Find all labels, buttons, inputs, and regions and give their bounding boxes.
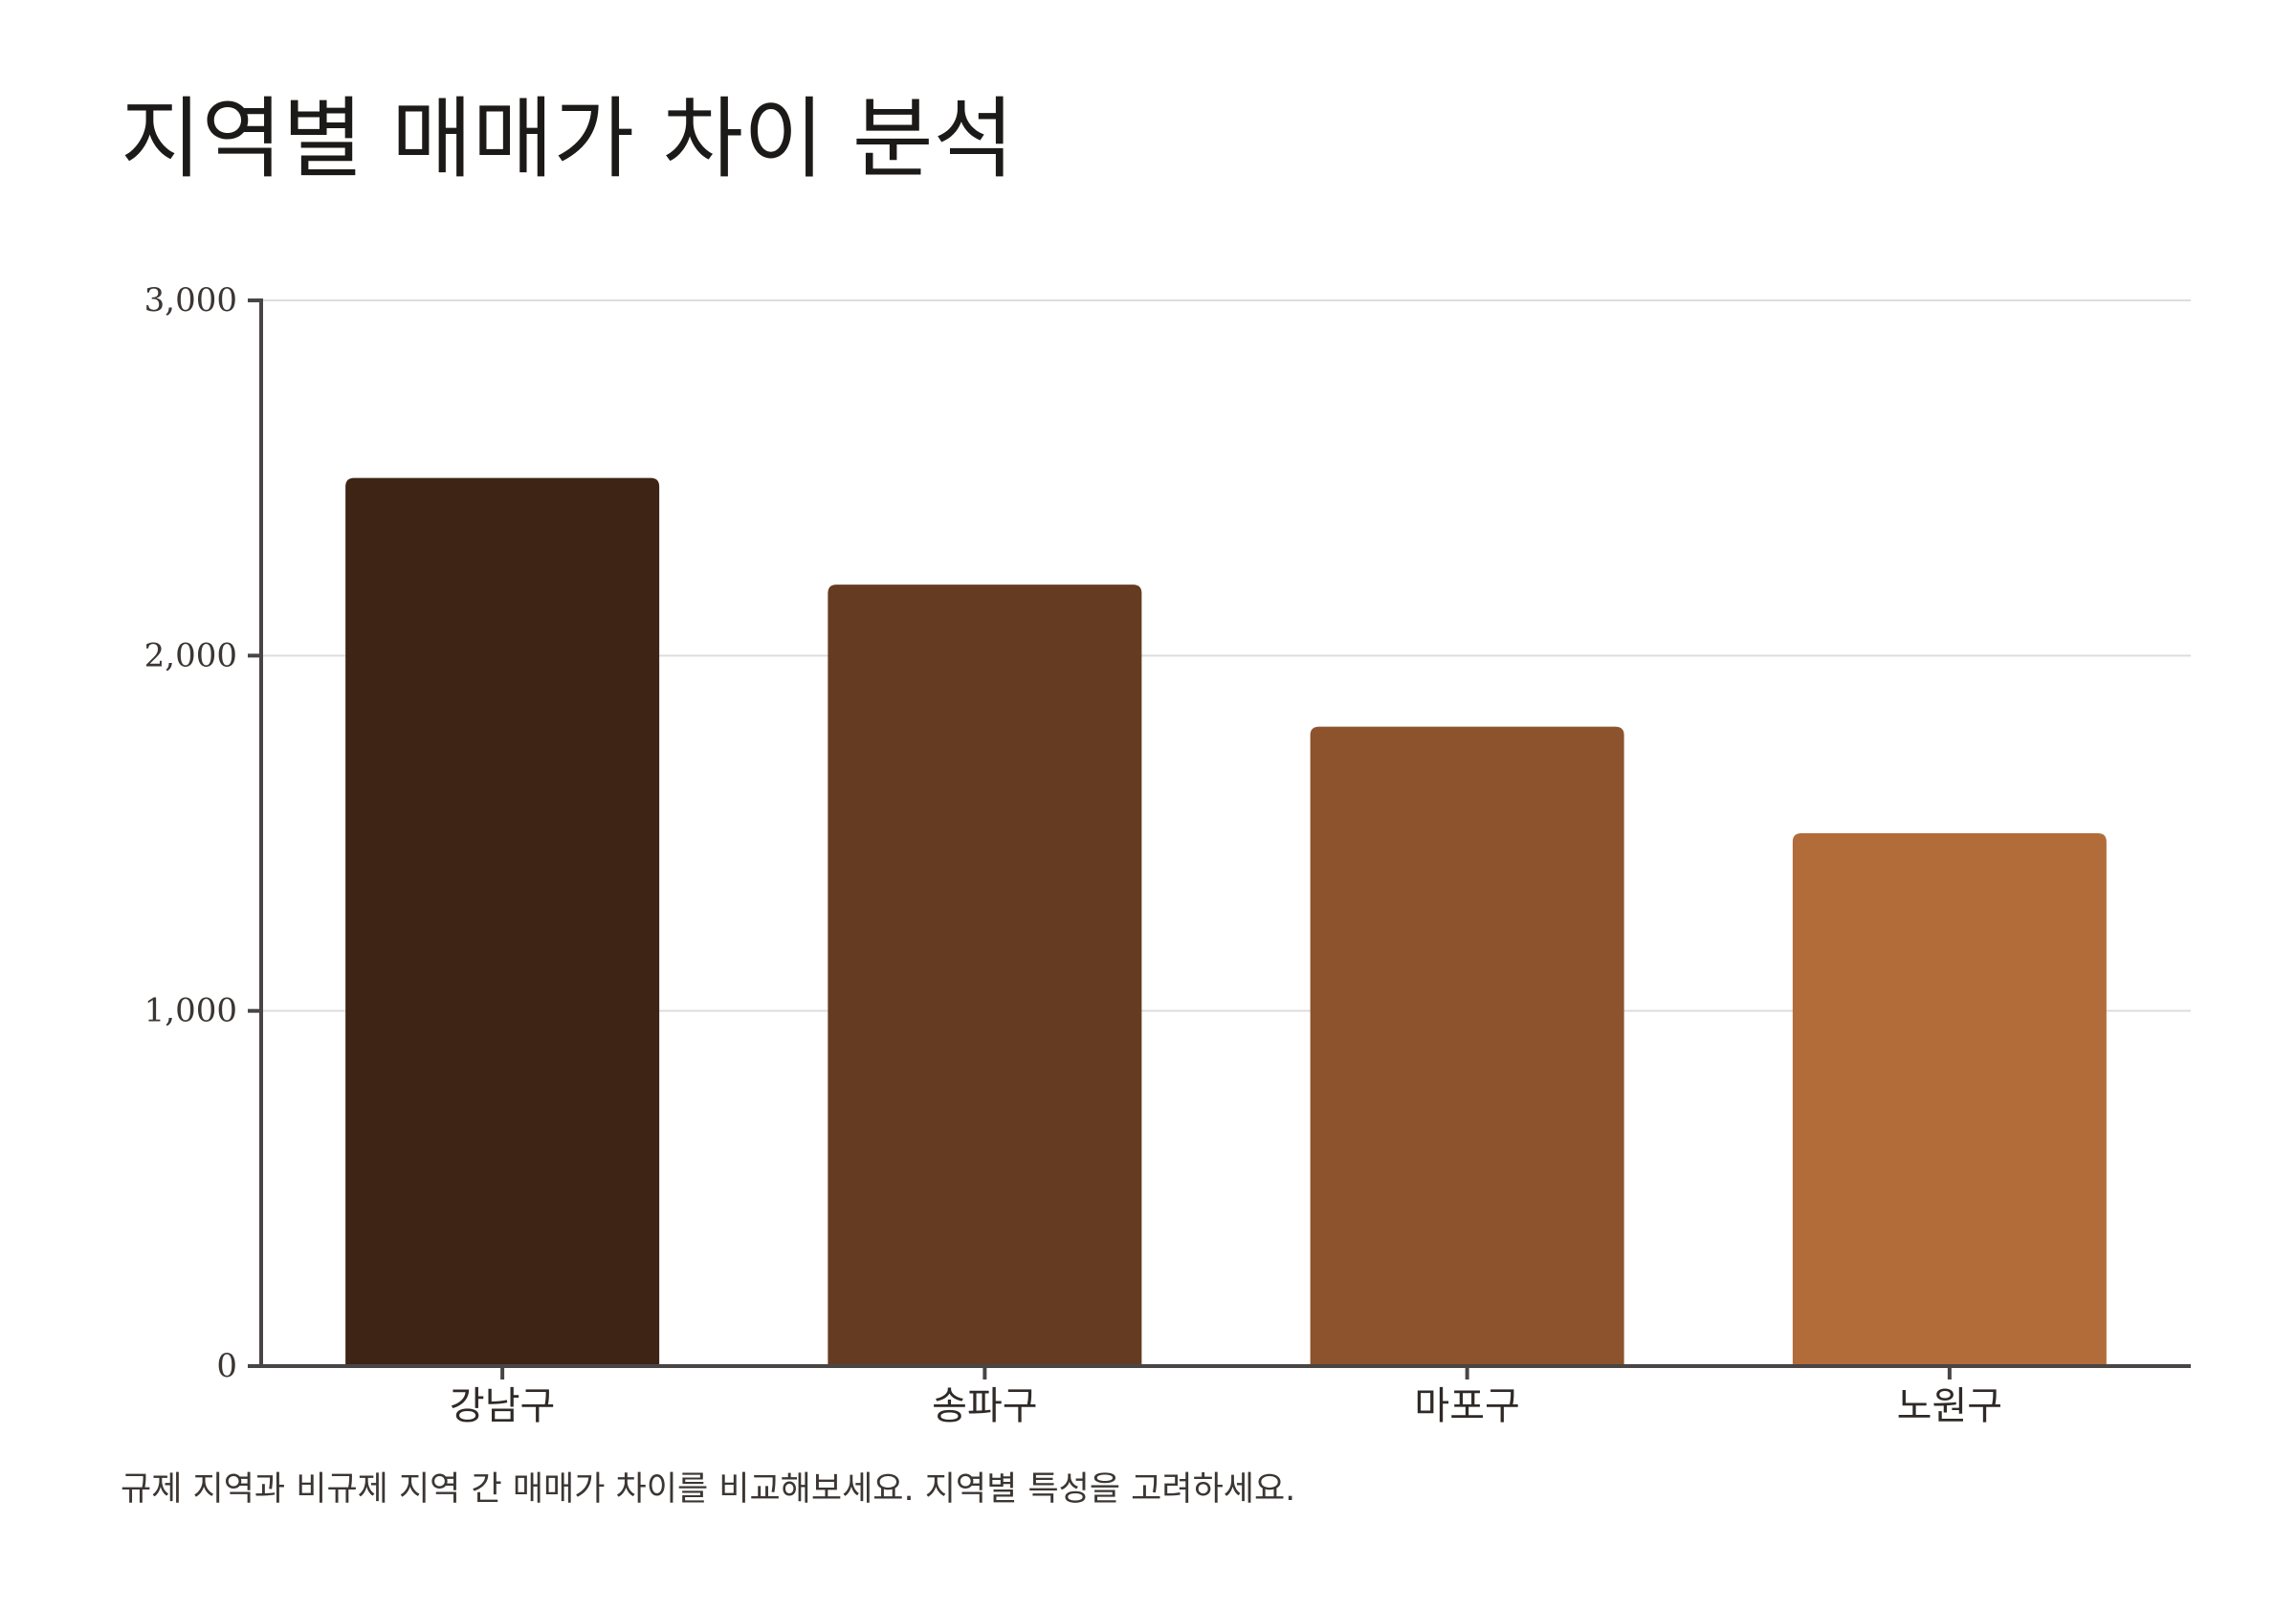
y-tick-label: 2,000 xyxy=(144,636,237,674)
x-tick-label: 강남구 xyxy=(450,1384,555,1428)
x-tick-label: 송파구 xyxy=(932,1384,1037,1428)
chart-caption: 규제 지역과 비규제 지역 간 매매가 차이를 비교해보세요. 지역별 특성을 … xyxy=(121,1470,1296,1509)
x-tick-label: 마포구 xyxy=(1414,1384,1519,1428)
bar-2 xyxy=(828,585,1142,1366)
x-tick-label: 노원구 xyxy=(1897,1384,2002,1428)
bar-1 xyxy=(345,477,660,1367)
y-tick-label: 0 xyxy=(216,1347,237,1385)
chart-title: 지역별 매매가 차이 분석 xyxy=(121,88,1015,190)
y-axis-ticks: 0 1,000 2,000 3,000 xyxy=(144,281,261,1385)
bar-3 xyxy=(1310,726,1624,1366)
bar-4 xyxy=(1792,833,2107,1366)
x-axis-ticks: 강남구 송파구 마포구 노원구 xyxy=(450,1366,2002,1428)
bars xyxy=(345,477,2107,1367)
y-tick-label: 1,000 xyxy=(144,992,237,1030)
axes xyxy=(248,298,2191,1368)
y-tick-label: 3,000 xyxy=(144,281,237,320)
